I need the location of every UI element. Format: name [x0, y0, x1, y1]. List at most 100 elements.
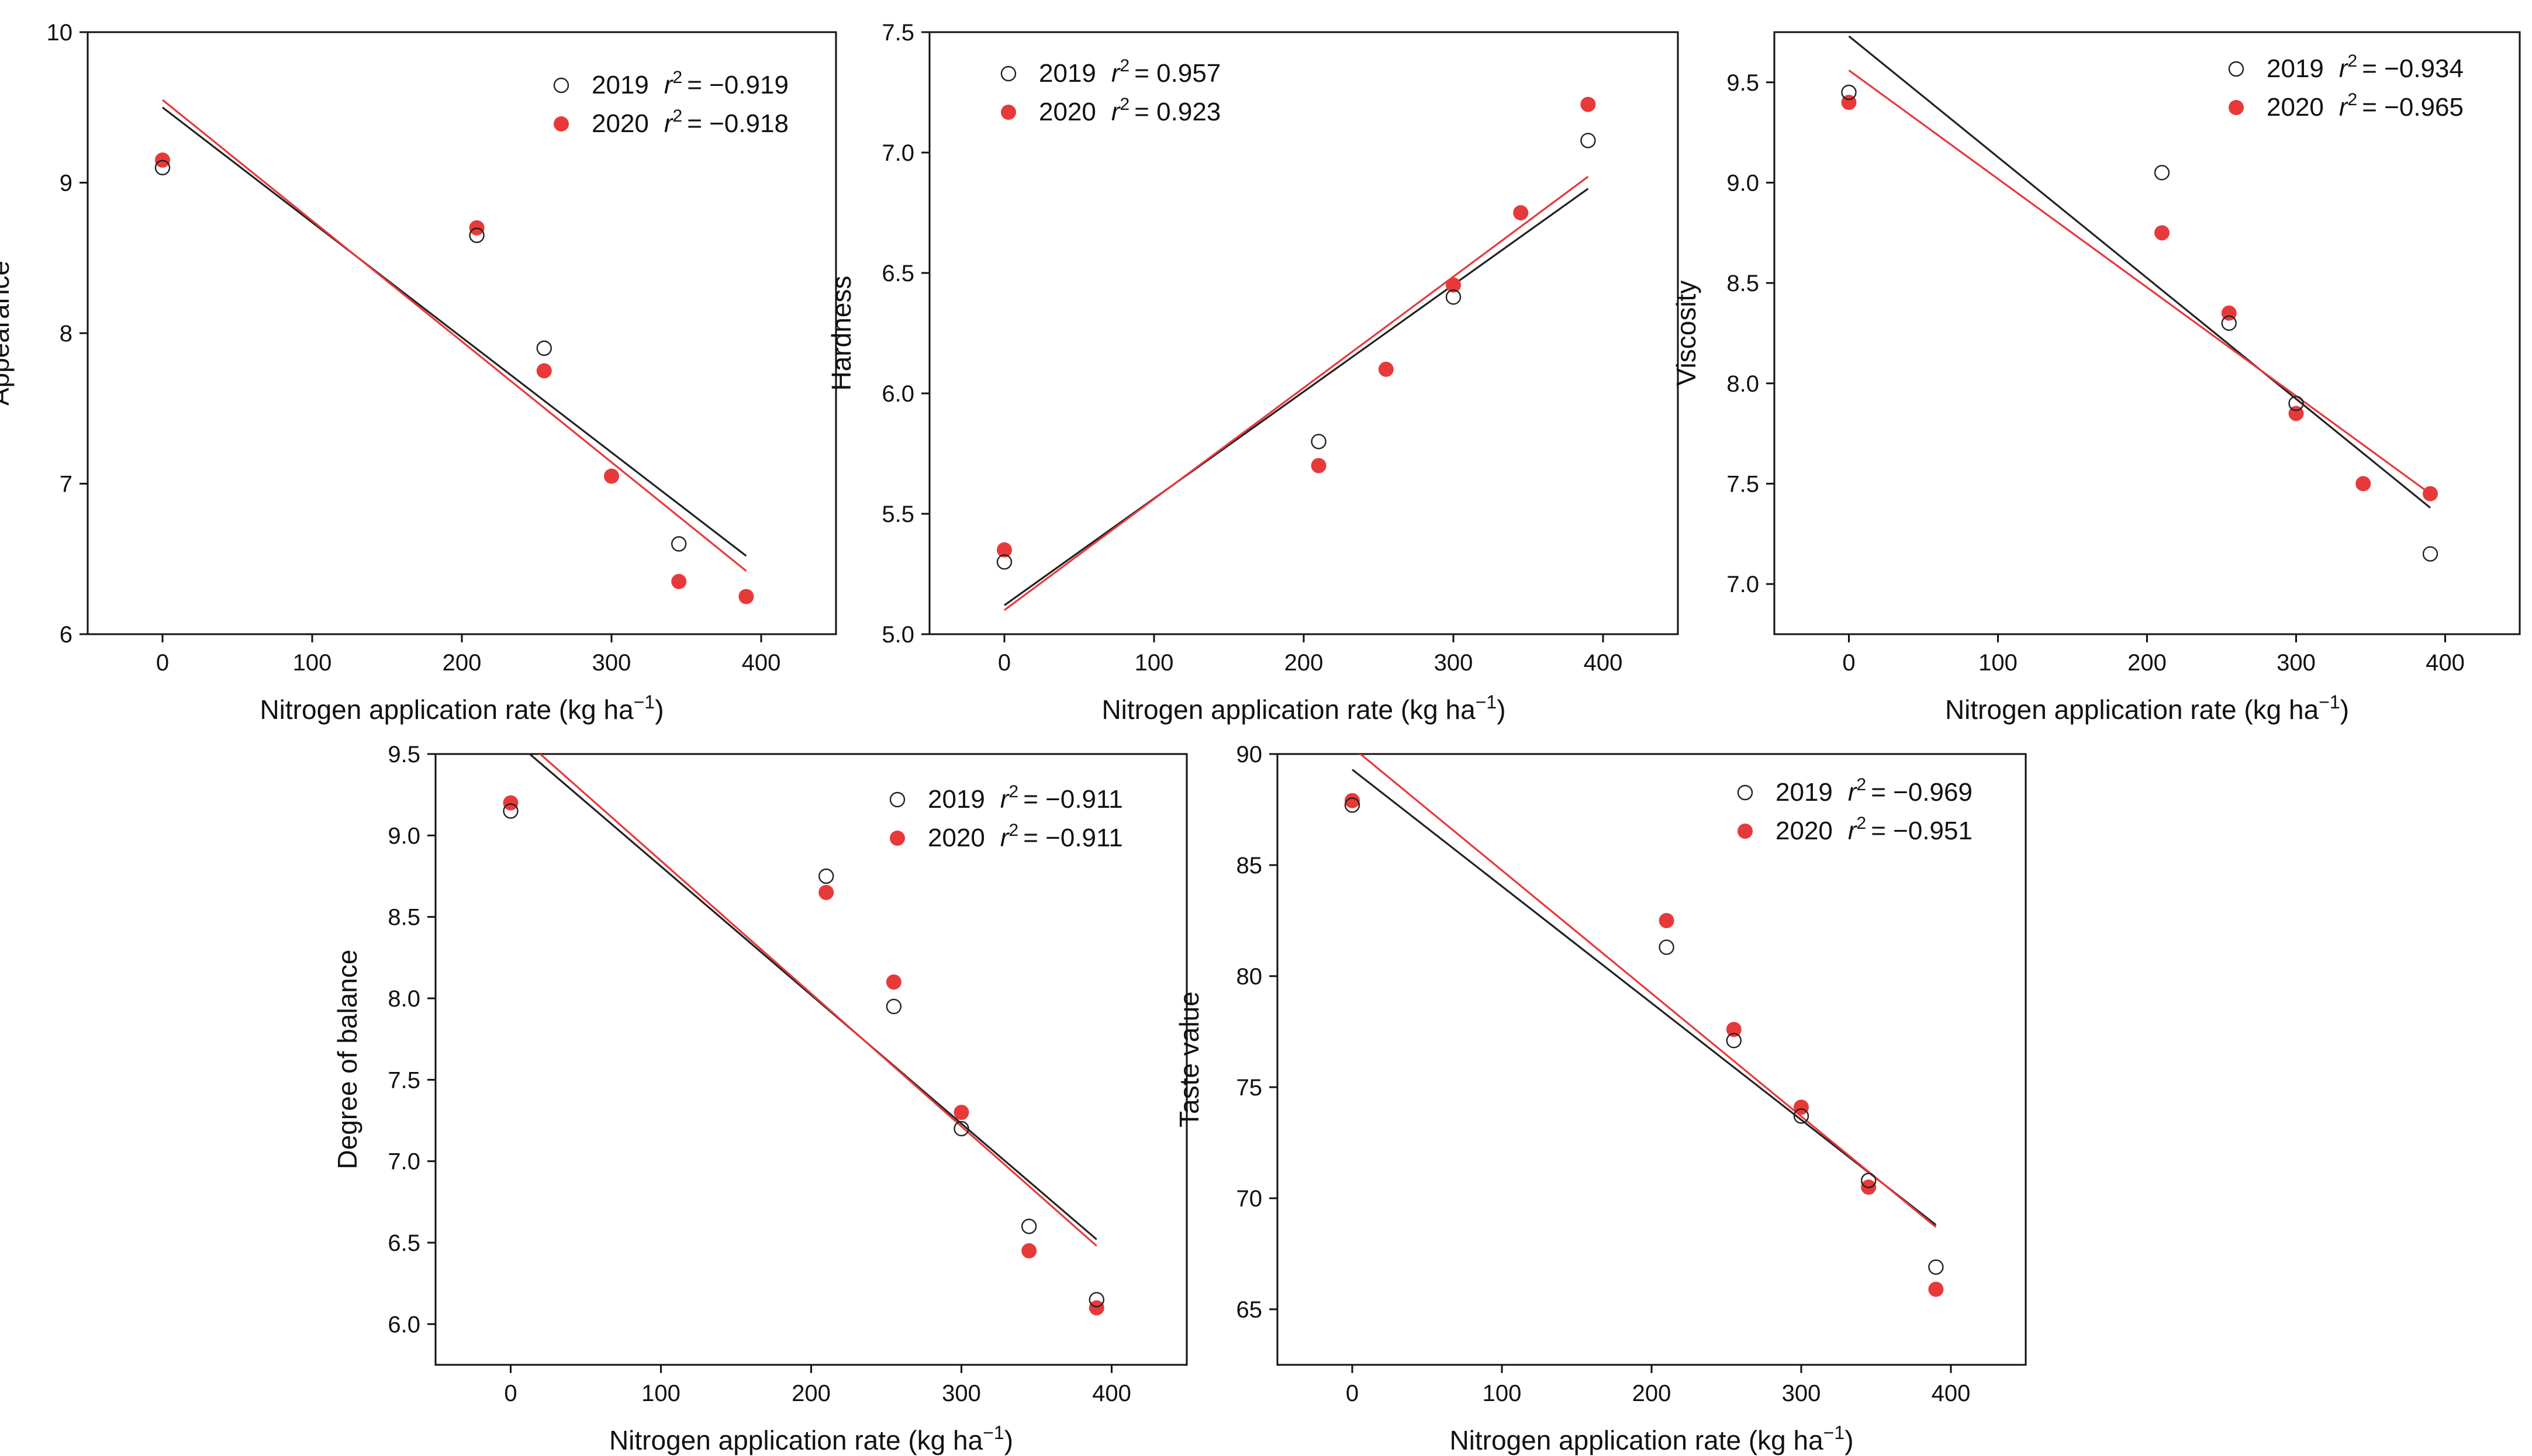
point-2019 — [996, 554, 1013, 570]
x-axis-title: Nitrogen application rate (kg ha−1) — [609, 1422, 1013, 1455]
y-tick-label: 7.0 — [1726, 572, 1759, 597]
x-tick-label: 200 — [1284, 650, 1324, 676]
x-axis-title-end: ) — [1844, 1425, 1853, 1455]
x-axis-title-sup: −1 — [1823, 1422, 1844, 1443]
x-axis-title-main: Nitrogen application rate (kg ha — [1449, 1425, 1823, 1455]
point-2019 — [671, 536, 687, 552]
legend-label-2019: 2019 r2 = −0.934 — [2267, 51, 2464, 83]
legend-marker-2019 — [553, 77, 569, 94]
legend-r-value: = −0.969 — [1871, 778, 1973, 807]
y-tick-label: 8.5 — [1726, 271, 1759, 296]
legend-r-symbol: r — [1111, 98, 1121, 126]
legend-r-symbol: r — [664, 109, 674, 138]
legend-marker-2020 — [890, 831, 905, 846]
y-tick-label: 7.5 — [388, 1067, 420, 1093]
x-tick-label: 300 — [2277, 650, 2316, 676]
chart-panel-3: 0 100 200 300 400 7.0 7.5 8.0 8.5 9.0 9.5 Nitrogen … — [1671, 31, 2521, 725]
legend-label-2019: 2019 r2 = −0.969 — [1775, 775, 1973, 807]
point-2019 — [2422, 546, 2438, 562]
point-2020 — [2355, 476, 2371, 492]
y-axis-title: Taste value — [1174, 991, 1204, 1128]
legend-r-exp: 2 — [1120, 95, 1130, 114]
legend-marker-2020 — [2229, 100, 2244, 115]
legend-label-2020: 2020 r2 = −0.911 — [928, 821, 1123, 852]
point-2020 — [738, 589, 754, 604]
legend-marker-2020 — [1737, 824, 1753, 839]
chart-panel-1: 0 100 200 300 400 6 7 8 9 10 Nitrogen application … — [0, 20, 837, 725]
x-tick-label: 300 — [592, 650, 631, 676]
y-axis-title: Viscosity — [1671, 281, 1701, 386]
y-tick-label: 70 — [1236, 1186, 1263, 1212]
point-2020 — [671, 573, 687, 589]
point-2019 — [2221, 315, 2237, 331]
chart-panel-4: 0 100 200 300 400 6.0 6.5 7.0 7.5 8.0 8.5 9.0 9.5 Nit… — [332, 742, 1188, 1455]
point-2020 — [1928, 1281, 1944, 1297]
y-tick-label: 85 — [1236, 853, 1263, 879]
legend-r-exp: 2 — [673, 106, 683, 126]
legend-marker-2020 — [554, 116, 569, 132]
legend-year: 2020 — [1775, 817, 1833, 845]
fit-line-2019 — [1004, 188, 1589, 606]
point-2020 — [1311, 458, 1327, 473]
y-tick-label: 7 — [60, 472, 72, 497]
x-axis-title-sup: −1 — [2319, 691, 2340, 713]
legend-r-exp: 2 — [1120, 56, 1130, 75]
legend-marker-2019 — [2228, 61, 2244, 77]
point-2019 — [1726, 1032, 1742, 1049]
y-axis-title: Appearance — [0, 261, 15, 406]
x-axis-title-main: Nitrogen application rate (kg ha — [1101, 694, 1476, 725]
x-tick-label: 300 — [1434, 650, 1473, 676]
point-2020 — [1345, 793, 1360, 808]
point-2019 — [1860, 1173, 1877, 1188]
legend-r-symbol: r — [2339, 54, 2349, 83]
fit-line-2020 — [1004, 175, 1589, 611]
y-tick-label: 8.5 — [388, 905, 420, 931]
x-tick-label: 400 — [742, 650, 781, 676]
legend-r-exp: 2 — [1009, 782, 1019, 801]
point-2019 — [1311, 434, 1327, 449]
point-2020 — [2423, 486, 2438, 502]
y-tick-label: 75 — [1236, 1075, 1263, 1101]
point-2019 — [1089, 1292, 1105, 1308]
point-2020 — [1446, 277, 1461, 293]
fit-line-2020 — [1359, 754, 1937, 1228]
point-2019 — [886, 998, 902, 1015]
legend-r-value: = −0.911 — [1023, 824, 1122, 852]
legend-r-value: = 0.923 — [1134, 98, 1221, 126]
fit-line-2020 — [161, 99, 747, 572]
y-tick-label: 7.0 — [388, 1149, 420, 1175]
x-axis-title: Nitrogen application rate (kg ha−1) — [1945, 691, 2349, 725]
y-tick-label: 90 — [1236, 742, 1263, 767]
x-axis-title-sup: −1 — [634, 691, 655, 713]
x-axis-title-end: ) — [2340, 694, 2349, 725]
legend-r-symbol: r — [1848, 778, 1858, 807]
point-2019 — [469, 227, 485, 243]
legend-r-exp: 2 — [1857, 775, 1867, 794]
x-tick-label: 100 — [1483, 1381, 1522, 1406]
x-tick-label: 0 — [504, 1381, 517, 1406]
legend-r-symbol: r — [664, 71, 674, 99]
x-axis-title: Nitrogen application rate (kg ha−1) — [1101, 691, 1505, 725]
y-tick-label: 6 — [60, 622, 72, 648]
legend-year: 2020 — [928, 824, 985, 852]
point-2019 — [1344, 797, 1360, 813]
legend-r-exp: 2 — [1857, 814, 1867, 833]
point-2019 — [954, 1120, 969, 1137]
point-2020 — [1378, 361, 1394, 377]
y-axis-title: Hardness — [826, 276, 856, 391]
legend-r-exp: 2 — [1009, 821, 1019, 840]
x-tick-label: 100 — [293, 650, 332, 676]
fit-line-2019 — [528, 754, 1097, 1240]
y-tick-label: 80 — [1236, 964, 1263, 990]
fit-line-2019 — [162, 106, 747, 557]
x-axis-title: Nitrogen application rate (kg ha−1) — [1449, 1422, 1853, 1455]
fit-line-2020 — [1848, 69, 2431, 494]
y-tick-label: 9.5 — [388, 742, 420, 767]
legend-year: 2019 — [592, 71, 649, 99]
x-axis-title-sup: −1 — [1476, 691, 1497, 713]
point-2020 — [1580, 96, 1596, 112]
x-tick-label: 200 — [792, 1381, 831, 1406]
fit-line-2019 — [1848, 35, 2431, 509]
x-tick-label: 0 — [156, 650, 169, 676]
legend-r-exp: 2 — [2348, 51, 2358, 71]
